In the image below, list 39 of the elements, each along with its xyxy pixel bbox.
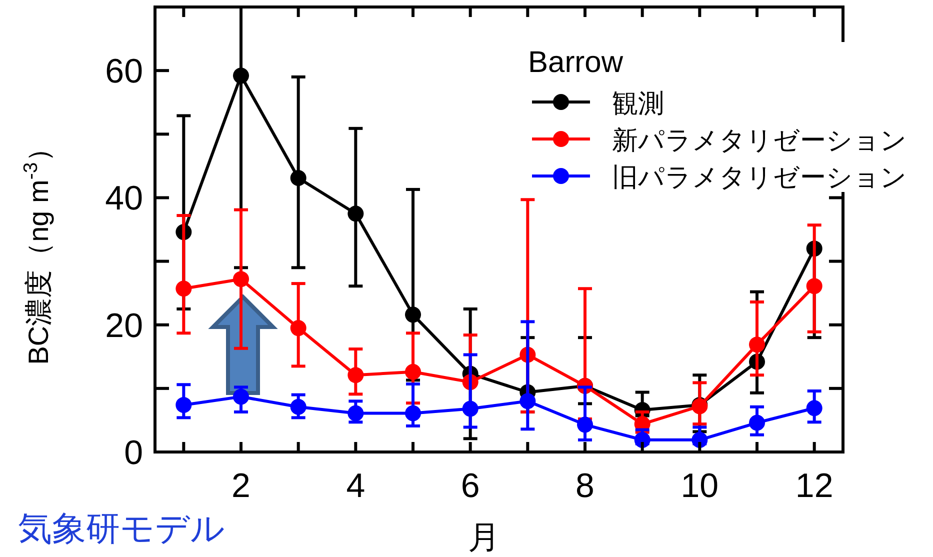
x-tick-label: 2 <box>232 467 250 505</box>
legend-label: 観測 <box>612 88 664 118</box>
point <box>749 414 765 431</box>
x-tick-label: 8 <box>576 467 594 505</box>
point <box>520 393 536 410</box>
point <box>233 271 249 288</box>
point <box>692 432 708 448</box>
legend-label: 新パラメタリゼーション <box>612 125 907 155</box>
point <box>577 416 593 433</box>
y-tick-label: 40 <box>105 180 143 218</box>
point <box>176 280 192 297</box>
point <box>233 68 249 84</box>
point <box>405 306 421 323</box>
point <box>290 170 306 186</box>
point <box>462 400 478 417</box>
y-tick-label: 20 <box>105 306 143 345</box>
point <box>405 405 421 422</box>
point <box>634 432 650 448</box>
point <box>806 400 822 416</box>
y-tick-label: 60 <box>105 52 143 91</box>
point <box>233 388 249 405</box>
x-tick-label: 12 <box>795 467 834 505</box>
x-tick-label: 10 <box>680 467 719 505</box>
x-tick-label: 4 <box>346 467 366 505</box>
point <box>749 336 765 353</box>
y-tick-label: 0 <box>124 434 143 472</box>
point <box>290 320 306 336</box>
point <box>176 396 192 413</box>
text: 気象研モデル <box>18 510 225 548</box>
point <box>405 364 421 380</box>
legend-title: Barrow <box>528 46 624 79</box>
legend-label: 旧パラメタリゼーション <box>612 162 907 192</box>
point <box>348 405 364 422</box>
point <box>290 398 306 415</box>
x-axis-title: 月 <box>468 519 500 555</box>
point <box>348 206 364 222</box>
x-tick-label: 6 <box>460 467 480 505</box>
point <box>806 278 822 294</box>
point <box>348 367 364 384</box>
